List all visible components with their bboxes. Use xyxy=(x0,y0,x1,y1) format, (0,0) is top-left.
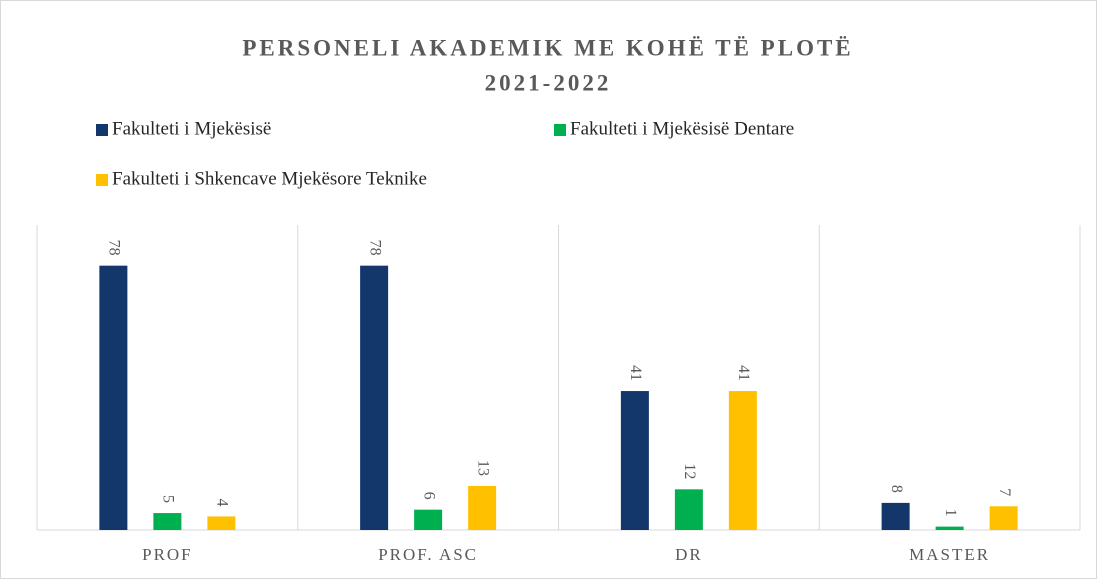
chart-title: PERSONELI AKADEMIK ME KOHË TË PLOTË xyxy=(242,35,853,60)
bar xyxy=(935,526,964,530)
data-label: 5 xyxy=(160,495,177,503)
data-label: 41 xyxy=(627,365,644,381)
bar xyxy=(207,516,236,530)
bar xyxy=(989,506,1018,530)
bar xyxy=(360,265,389,530)
legend-swatch xyxy=(96,174,108,186)
bar xyxy=(414,509,443,530)
data-label: 6 xyxy=(420,492,437,500)
legend-swatch xyxy=(96,124,108,136)
data-label: 41 xyxy=(735,365,752,381)
data-label: 12 xyxy=(681,463,698,479)
data-label: 7 xyxy=(996,488,1013,496)
data-label: 8 xyxy=(888,485,905,493)
legend-swatch xyxy=(554,124,566,136)
data-label: 4 xyxy=(214,498,231,506)
data-label: 1 xyxy=(942,509,959,517)
legend-label: Fakulteti i Mjekësisë Dentare xyxy=(570,118,794,139)
bar xyxy=(620,391,649,530)
legend-label: Fakulteti i Mjekësisë xyxy=(112,118,271,139)
x-tick-label: DR xyxy=(675,545,703,564)
x-tick-label: MASTER xyxy=(909,545,990,564)
x-tick-label: PROF. ASC xyxy=(378,545,478,564)
bar xyxy=(674,489,703,530)
data-label: 13 xyxy=(474,460,491,476)
bar xyxy=(468,485,497,530)
legend-label: Fakulteti i Shkencave Mjekësore Teknike xyxy=(112,168,427,189)
bar xyxy=(99,265,128,530)
bar xyxy=(881,502,910,530)
bar xyxy=(153,513,182,530)
data-label: 78 xyxy=(106,240,123,256)
bar xyxy=(728,391,757,530)
chart-subtitle: 2021-2022 xyxy=(485,70,612,95)
x-tick-label: PROF xyxy=(142,545,193,564)
data-label: 78 xyxy=(366,240,383,256)
